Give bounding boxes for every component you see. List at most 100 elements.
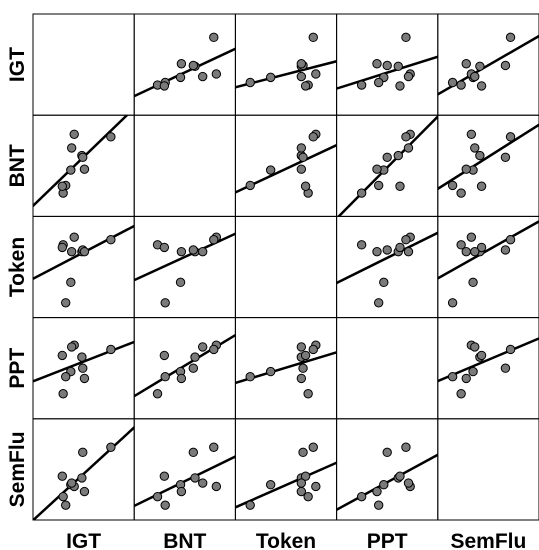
data-point (476, 242, 487, 253)
data-point (245, 77, 255, 88)
data-point (500, 152, 511, 162)
row-label-semflu: SemFlu (6, 431, 29, 507)
data-point (356, 240, 367, 250)
regression-line (336, 55, 438, 90)
panel-igt-vs-token (234, 13, 338, 116)
data-point (461, 59, 471, 69)
data-point (300, 471, 311, 481)
data-point (176, 373, 187, 384)
data-point (401, 132, 411, 142)
data-point (300, 181, 311, 191)
panel-bnt-vs-igt (32, 114, 135, 217)
data-point (505, 132, 516, 142)
data-point (447, 180, 458, 191)
data-point (382, 447, 392, 458)
data-point (475, 61, 485, 72)
row-label-igt: IGT (6, 47, 29, 82)
data-point (265, 165, 276, 175)
data-point (300, 350, 311, 361)
data-point (393, 150, 403, 161)
data-point (160, 500, 170, 510)
column-label-token: Token (256, 530, 316, 550)
data-point (461, 164, 471, 174)
data-point (372, 164, 382, 174)
data-point (66, 143, 77, 153)
data-point (356, 491, 367, 502)
data-point (159, 81, 170, 91)
column-label-semflu: SemFlu (450, 530, 526, 550)
data-point (296, 143, 307, 153)
data-point (78, 152, 88, 162)
column-label-bnt: BNT (163, 530, 206, 550)
row-label-bnt: BNT (6, 144, 29, 187)
data-point (468, 366, 478, 377)
column-labels: IGT BNT Token PPT SemFlu (66, 530, 526, 550)
data-point (211, 481, 222, 492)
panel-grid (32, 13, 539, 521)
panel-frame (133, 114, 236, 217)
data-point (296, 373, 307, 384)
data-point (245, 180, 255, 191)
data-point (296, 71, 307, 82)
data-point (66, 478, 77, 488)
regression-line (134, 232, 236, 282)
data-point (245, 500, 255, 510)
data-point (470, 143, 480, 153)
data-point (466, 129, 477, 139)
regression-line (134, 47, 236, 98)
data-point (77, 473, 87, 483)
panel-igt-vs-semflu (437, 13, 539, 116)
panel-frame (32, 215, 135, 319)
data-point (245, 372, 255, 382)
panel-frame (437, 114, 539, 217)
data-point (382, 245, 392, 255)
data-point (303, 389, 313, 399)
data-point (106, 235, 116, 245)
panel-token-vs-semflu (437, 215, 539, 319)
data-point (106, 132, 116, 142)
data-point (373, 180, 384, 191)
panel-token-vs-igt (32, 215, 135, 319)
data-point (197, 478, 208, 488)
panel-igt-vs-igt (32, 13, 135, 116)
data-point (69, 129, 79, 139)
data-point (296, 164, 307, 174)
data-point (382, 60, 392, 71)
panel-ppt-vs-token (234, 317, 338, 420)
panel-semflu-vs-ppt (336, 418, 439, 521)
data-point (58, 389, 68, 399)
data-point (311, 69, 321, 79)
data-point (505, 235, 516, 245)
data-point (379, 277, 389, 288)
data-point (447, 77, 458, 88)
data-point (197, 71, 208, 82)
panel-bnt-vs-semflu (437, 114, 539, 217)
data-point (470, 71, 480, 82)
data-point (78, 447, 88, 458)
data-point (393, 61, 403, 72)
data-point (265, 480, 276, 490)
row-label-token: Token (6, 237, 29, 297)
data-point (373, 298, 384, 308)
regression-line (134, 455, 236, 508)
data-point (152, 491, 163, 502)
data-point (159, 350, 170, 361)
data-point (456, 240, 466, 250)
data-point (475, 150, 485, 161)
data-point (500, 60, 511, 71)
data-point (61, 372, 71, 382)
data-point (57, 471, 67, 481)
data-point (209, 344, 219, 355)
panel-ppt-vs-ppt (336, 317, 439, 420)
data-point (308, 132, 318, 142)
panel-frame (133, 317, 236, 420)
data-point (190, 352, 200, 362)
data-point (176, 246, 187, 257)
data-point (79, 373, 90, 384)
data-point (476, 81, 487, 91)
data-point (311, 481, 321, 492)
data-point (78, 363, 88, 373)
data-point (66, 342, 77, 352)
regression-line (33, 340, 135, 383)
data-point (395, 242, 405, 253)
